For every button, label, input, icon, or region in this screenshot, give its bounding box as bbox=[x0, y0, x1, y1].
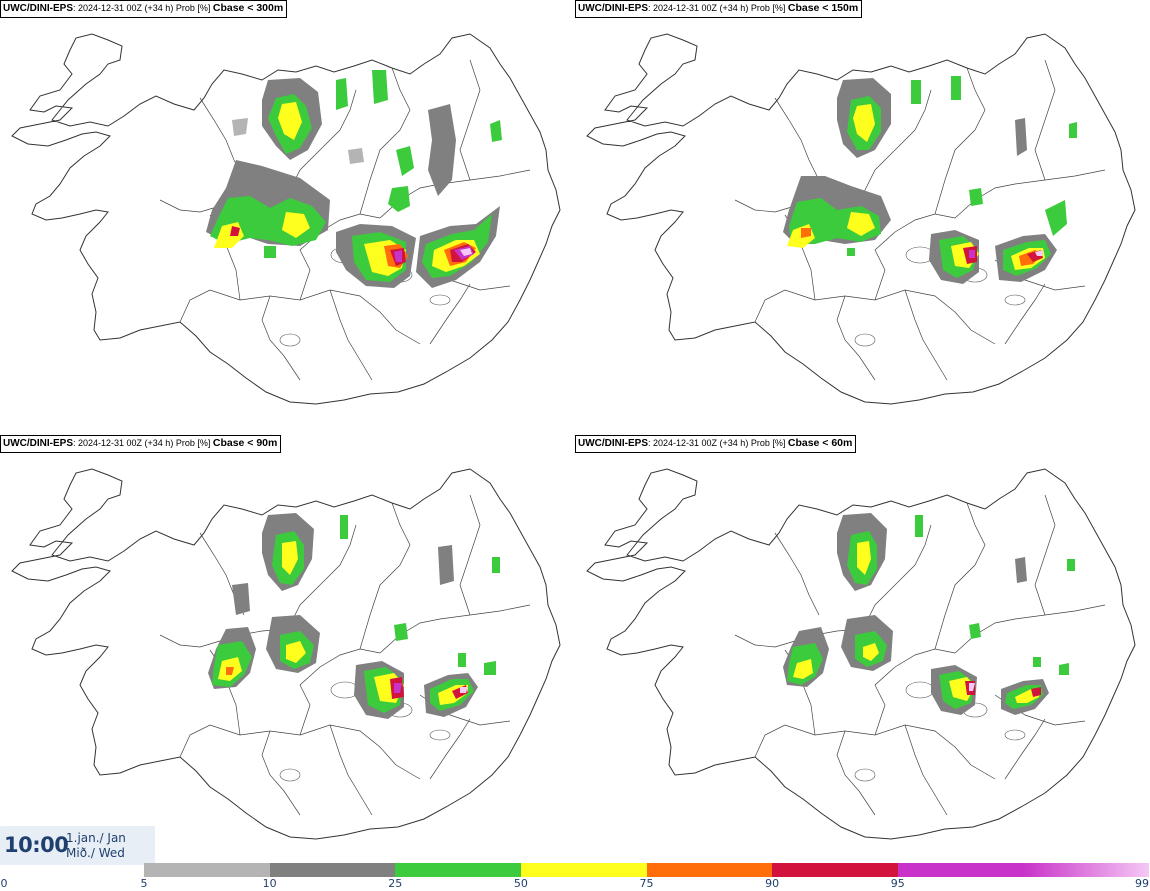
colorbar-tick-label: 5 bbox=[140, 877, 148, 890]
colorbar-tick-label: 99 bbox=[1135, 877, 1149, 890]
colorbar-segment bbox=[1023, 863, 1149, 877]
panel-title: UWC/DINI-EPS: 2024-12-31 00Z (+34 h) Pro… bbox=[0, 435, 282, 453]
model-name: UWC/DINI-EPS bbox=[3, 3, 73, 14]
valid-time-clock: 10:00 bbox=[4, 833, 69, 857]
map-panel-60m: UWC/DINI-EPS: 2024-12-31 00Z (+34 h) Pro… bbox=[575, 435, 1150, 870]
colorbar-segment bbox=[520, 863, 647, 877]
iceland-map bbox=[586, 33, 1136, 405]
colorbar-segment bbox=[772, 863, 898, 877]
colorbar-segment bbox=[646, 863, 773, 877]
model-name: UWC/DINI-EPS bbox=[578, 438, 648, 449]
valid-time-box: 10:00 1.jan./ Jan Mið./ Wed bbox=[0, 826, 155, 865]
colorbar-tick-label: 75 bbox=[639, 877, 654, 890]
colorbar-segment bbox=[144, 863, 270, 877]
colorbar-segment bbox=[897, 863, 1024, 877]
variable-label: Cbase < 60m bbox=[787, 437, 853, 449]
run-info: : 2024-12-31 00Z (+34 h) Prob [%] bbox=[73, 3, 211, 13]
probability-areas bbox=[208, 513, 500, 719]
run-info: : 2024-12-31 00Z (+34 h) Prob [%] bbox=[73, 438, 211, 448]
colorbar-tick-label: 10 bbox=[262, 877, 277, 890]
iceland-map bbox=[586, 468, 1136, 840]
colorbar-tick-label: 90 bbox=[765, 877, 780, 890]
colorbar-tick-label: 25 bbox=[388, 877, 403, 890]
probability-areas bbox=[783, 76, 1077, 284]
iceland-map bbox=[11, 468, 561, 840]
map-panel-150m: UWC/DINI-EPS: 2024-12-31 00Z (+34 h) Pro… bbox=[575, 0, 1150, 435]
valid-date-line1: 1.jan./ Jan bbox=[66, 831, 126, 845]
probability-colorbar bbox=[144, 863, 1149, 877]
map-panel-90m: UWC/DINI-EPS: 2024-12-31 00Z (+34 h) Pro… bbox=[0, 435, 575, 870]
variable-label: Cbase < 150m bbox=[787, 2, 859, 14]
variable-label: Cbase < 90m bbox=[212, 437, 278, 449]
panel-title: UWC/DINI-EPS: 2024-12-31 00Z (+34 h) Pro… bbox=[575, 0, 863, 18]
valid-date-line2: Mið./ Wed bbox=[66, 846, 125, 860]
colorbar-segment bbox=[395, 863, 521, 877]
model-name: UWC/DINI-EPS bbox=[578, 3, 648, 14]
model-name: UWC/DINI-EPS bbox=[3, 438, 73, 449]
map-panel-300m: UWC/DINI-EPS: 2024-12-31 00Z (+34 h) Pro… bbox=[0, 0, 575, 435]
probability-areas bbox=[206, 70, 502, 288]
variable-label: Cbase < 300m bbox=[212, 2, 284, 14]
colorbar-tick-label: 95 bbox=[890, 877, 905, 890]
probability-areas bbox=[783, 513, 1075, 715]
colorbar-segment bbox=[269, 863, 396, 877]
panel-title: UWC/DINI-EPS: 2024-12-31 00Z (+34 h) Pro… bbox=[0, 0, 288, 18]
run-info: : 2024-12-31 00Z (+34 h) Prob [%] bbox=[648, 3, 786, 13]
run-info: : 2024-12-31 00Z (+34 h) Prob [%] bbox=[648, 438, 786, 448]
colorbar-tick-label: 0 bbox=[0, 877, 8, 890]
colorbar-tick-label: 50 bbox=[513, 877, 528, 890]
panel-title: UWC/DINI-EPS: 2024-12-31 00Z (+34 h) Pro… bbox=[575, 435, 857, 453]
iceland-map bbox=[11, 33, 561, 405]
